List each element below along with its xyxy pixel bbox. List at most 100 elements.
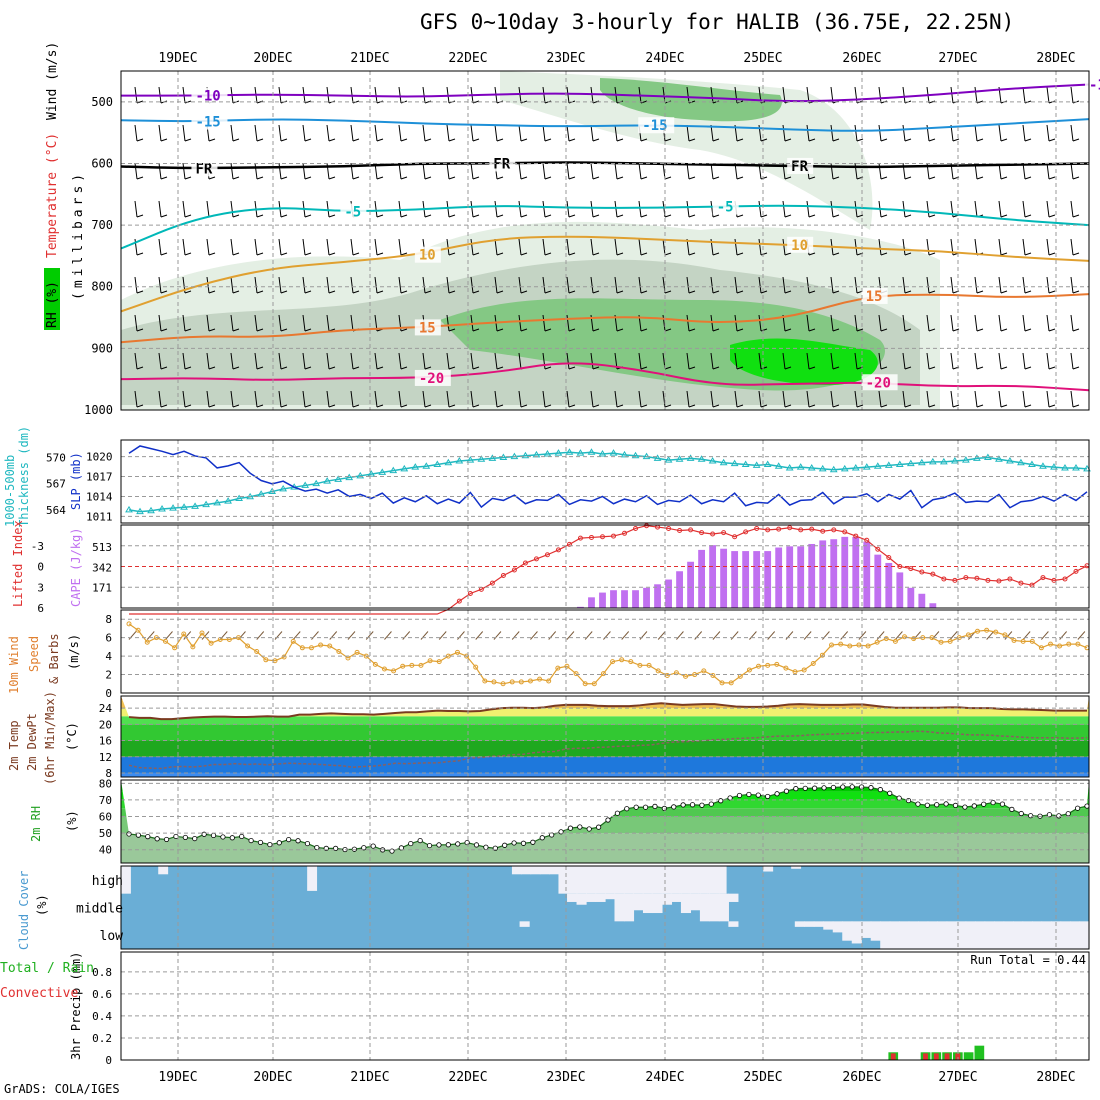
wind-speed-point <box>454 649 460 655</box>
wind-barb <box>686 124 690 142</box>
cloud-clear-cell <box>651 866 662 894</box>
wind-barb <box>254 314 258 332</box>
wind-barb <box>734 238 738 256</box>
wind-barb-flag <box>520 404 528 408</box>
wind-barb <box>493 631 502 640</box>
wind-speed-point <box>308 645 314 651</box>
wind-barb-flag <box>352 138 360 142</box>
date-label-bottom: 19DEC <box>158 1070 197 1085</box>
wind-barb <box>710 352 714 370</box>
isotherm-label: -5 <box>344 205 361 221</box>
wind-barb <box>254 238 258 256</box>
rh-point <box>295 838 301 844</box>
wind-barb-flag <box>256 176 264 180</box>
rh-point <box>586 826 592 832</box>
wind-barb-flag <box>904 252 912 256</box>
wind-barb <box>710 200 714 218</box>
lifted-index-point <box>985 577 991 583</box>
wind-barb-flag <box>808 366 816 370</box>
wind-barb <box>128 631 137 640</box>
lifted-index-title: Lifted Index <box>11 520 25 607</box>
ytick-pressure: 500 <box>91 95 113 109</box>
wind-barb <box>384 631 392 640</box>
ytick-temp: 8 <box>105 767 112 780</box>
lifted-index-point <box>798 527 804 533</box>
cloud-clear-cell <box>832 921 843 933</box>
wind-speed-point <box>181 631 187 637</box>
wind-barb <box>350 238 354 256</box>
wind-barb-flag <box>208 290 216 294</box>
thickness-point <box>785 463 794 471</box>
wind-barb <box>134 200 138 218</box>
wind-barb <box>475 631 484 640</box>
wind-barb-flag <box>472 252 480 256</box>
wind-barb-flag <box>496 214 504 218</box>
wind-barb-flag <box>304 328 312 332</box>
wind-barb-flag <box>328 176 336 180</box>
thickness-point <box>884 461 893 468</box>
wind-barb <box>1022 352 1026 370</box>
wind-barb <box>638 390 642 408</box>
wind-barb-flag <box>208 366 216 370</box>
wind-barb-flag <box>280 404 288 408</box>
cape-bar <box>742 551 750 608</box>
wind-barb <box>974 124 978 142</box>
rh-ylabel: 2m RH (%) <box>29 806 79 842</box>
wind-barb-flag <box>688 366 696 370</box>
wind-barb <box>803 631 812 640</box>
thickness-point <box>917 458 926 466</box>
wind-barb <box>854 200 858 218</box>
wind-barb <box>830 390 834 408</box>
cape-bar <box>731 551 739 608</box>
wind-barb-flag <box>376 404 384 408</box>
wind-barb-flag <box>472 328 480 332</box>
wind-barb <box>950 276 954 294</box>
wind-barb-flag <box>712 328 720 332</box>
lifted-index-point <box>467 590 473 596</box>
panel-frame <box>120 779 1090 864</box>
thickness-point <box>565 448 574 455</box>
wind-barb-flag <box>808 214 816 218</box>
wind-barb <box>230 390 234 408</box>
wind-barb-flag <box>184 404 192 408</box>
rh-point <box>567 825 574 831</box>
wind-speed-point <box>299 645 305 651</box>
rh-point <box>192 835 198 842</box>
wind-barb <box>1022 390 1026 408</box>
wind-barb-flag <box>568 252 576 256</box>
wind-barb-flag <box>208 328 216 332</box>
wind-barb <box>974 86 978 104</box>
wind-barb <box>926 352 930 370</box>
wind-barb <box>206 390 210 408</box>
upper-ylabel: RH (%) Temperature (°C) Wind (m/s) (milliba… <box>44 42 86 330</box>
wind-barb <box>326 314 330 332</box>
wind-speed-point <box>938 639 944 645</box>
ytick-rh: 70 <box>99 794 112 807</box>
dewpoint-title: 2m DewPt <box>25 713 39 771</box>
wind-barb <box>518 314 522 332</box>
wind-barb <box>230 314 234 332</box>
wind-barb <box>614 238 618 256</box>
lifted-index-point <box>599 534 605 540</box>
cloud-clear-cell <box>763 866 774 872</box>
wind-barb <box>542 124 546 142</box>
wind-barb-flag <box>1072 290 1080 294</box>
wind-barb <box>350 276 354 294</box>
wind-barb <box>566 314 570 332</box>
thickness-ylabel: 1000-500mb Thickness (dm) <box>3 426 31 527</box>
wind-speed-point <box>792 669 798 675</box>
wind-barb-flag <box>280 214 288 218</box>
wind-speed-point <box>756 663 762 669</box>
rh-point <box>286 836 292 843</box>
rh-point <box>821 785 827 791</box>
ytick-pressure: 700 <box>91 218 113 232</box>
thickness-point <box>323 477 332 484</box>
wind-barb-flag <box>136 252 144 256</box>
wind-barb <box>374 352 378 370</box>
wind-barb <box>206 238 210 256</box>
cape-bar <box>907 587 915 608</box>
wind-barb <box>374 238 378 256</box>
wind-barb <box>974 352 978 370</box>
cloud-clear-cell <box>946 921 957 949</box>
rh-point <box>962 804 968 810</box>
